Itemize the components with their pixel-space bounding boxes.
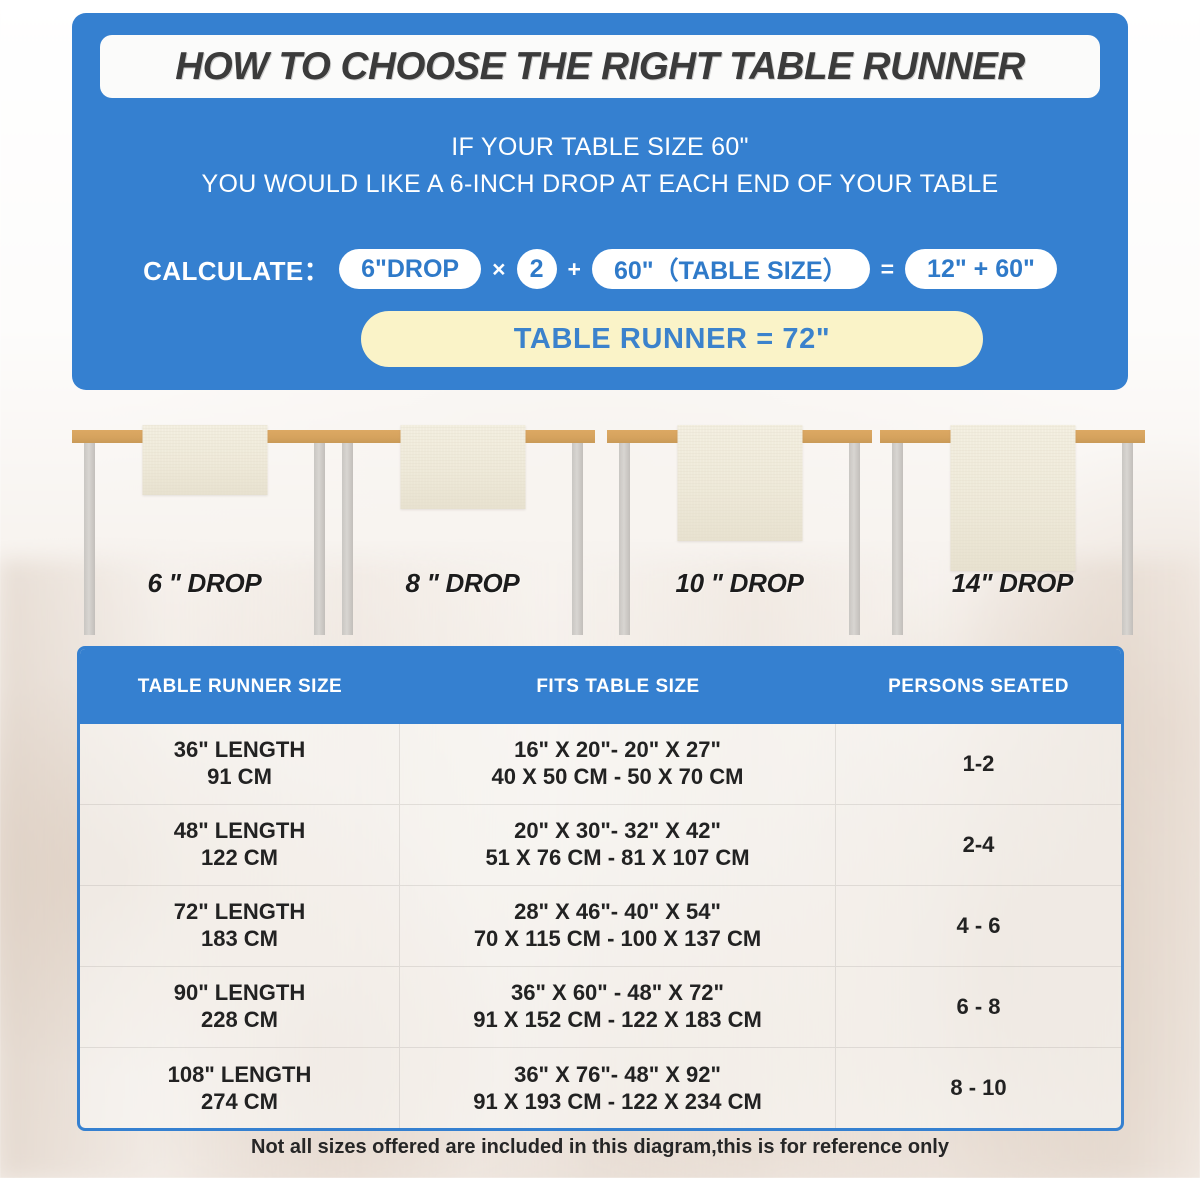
drop-illustrations: 6 " DROP 8 " DROP 10 " DROP 14" DROP xyxy=(0,420,1200,635)
drop-value-pill: 6"DROP xyxy=(339,249,482,289)
plus-sign: + xyxy=(567,255,581,282)
runner-size-cm: 183 CM xyxy=(200,926,279,951)
drop-figure: 10 " DROP xyxy=(607,420,872,635)
sum-pill: 12" + 60" xyxy=(905,249,1057,289)
column-header-fits-table-size: FITS TABLE SIZE xyxy=(536,675,700,697)
drop-label: 14" DROP xyxy=(951,568,1074,598)
table-leg-right xyxy=(314,443,325,635)
cell-runner-size: 108" LENGTH 274 CM xyxy=(80,1048,400,1128)
table-row: 36" LENGTH 91 CM 16" X 20"- 20" X 27" 40 X … xyxy=(80,724,1121,805)
title-card: HOW TO CHOOSE THE RIGHT TABLE RUNNER xyxy=(100,35,1100,98)
page-title: HOW TO CHOOSE THE RIGHT TABLE RUNNER xyxy=(175,44,1025,88)
scenario-line-1: IF YOUR TABLE SIZE 60" xyxy=(451,133,749,161)
multiply-sign: × xyxy=(492,255,506,282)
table-size-pill: 60"（TABLE SIZE） xyxy=(591,249,870,289)
cell-fits-table-size: 36" X 60" - 48" X 72" 91 X 152 CM - 122 X… xyxy=(400,967,836,1047)
cell-runner-size: 72" LENGTH 183 CM xyxy=(80,886,400,966)
drop-label: 6 " DROP xyxy=(147,568,262,598)
cell-persons-seated: 1-2 xyxy=(962,750,995,776)
table-runner-cloth xyxy=(400,425,525,509)
table-leg-right xyxy=(1122,443,1133,635)
fits-size-inches: 20" X 30"- 32" X 42" xyxy=(514,818,721,844)
runner-size-inches: 90" LENGTH xyxy=(173,980,306,1006)
scenario-line-2: YOU WOULD LIKE A 6-INCH DROP AT EACH END… xyxy=(201,170,999,198)
fits-size-inches: 36" X 76"- 48" X 92" xyxy=(514,1061,721,1087)
calculate-label: CALCULATE： xyxy=(143,255,331,286)
fits-size-inches: 28" X 46"- 40" X 54" xyxy=(514,899,721,925)
calculation-row: CALCULATE： 6"DROP × 2 + 60"（TABLE SIZE） … xyxy=(72,249,1128,289)
drop-label: 10 " DROP xyxy=(675,568,804,598)
runner-size-inches: 108" LENGTH xyxy=(167,1061,312,1087)
runner-size-inches: 72" LENGTH xyxy=(173,899,306,925)
table-leg-left xyxy=(342,443,353,635)
table-footnote: Not all sizes offered are included in th… xyxy=(251,1136,949,1158)
result-banner: TABLE RUNNER = 72" xyxy=(361,311,983,367)
table-body: 36" LENGTH 91 CM 16" X 20"- 20" X 27" 40 X … xyxy=(80,724,1121,1128)
cell-persons-seated: 8 - 10 xyxy=(950,1075,1007,1101)
table-runner-cloth xyxy=(950,425,1075,571)
table-leg-left xyxy=(892,443,903,635)
cell-persons-seated: 6 - 8 xyxy=(956,993,1001,1019)
header-panel: HOW TO CHOOSE THE RIGHT TABLE RUNNER IF … xyxy=(72,13,1128,390)
runner-size-cm: 91 CM xyxy=(207,764,272,789)
table-leg-left xyxy=(619,443,630,635)
drop-label: 8 " DROP xyxy=(405,568,520,598)
table-leg-right xyxy=(849,443,860,635)
cell-runner-size: 36" LENGTH 91 CM xyxy=(80,724,400,804)
table-leg-right xyxy=(572,443,583,635)
size-chart-table: TABLE RUNNER SIZE FITS TABLE SIZE PERSON… xyxy=(77,646,1124,1131)
cell-fits-table-size: 16" X 20"- 20" X 27" 40 X 50 CM - 50 X 70… xyxy=(400,724,836,804)
column-header-persons-seated: PERSONS SEATED xyxy=(888,675,1069,697)
table-runner-cloth xyxy=(142,425,267,495)
result-text: TABLE RUNNER = 72" xyxy=(513,322,831,355)
drop-figure: 8 " DROP xyxy=(330,420,595,635)
column-header-runner-size: TABLE RUNNER SIZE xyxy=(137,675,343,697)
fits-size-cm: 91 X 152 CM - 122 X 183 CM xyxy=(473,1007,762,1032)
table-row: 72" LENGTH 183 CM 28" X 46"- 40" X 54" 70 X… xyxy=(80,886,1121,967)
cell-persons-seated: 4 - 6 xyxy=(956,912,1001,938)
multiplier-pill: 2 xyxy=(516,249,557,289)
cell-fits-table-size: 36" X 76"- 48" X 92" 91 X 193 CM - 122 X … xyxy=(400,1048,836,1128)
runner-size-cm: 274 CM xyxy=(200,1088,279,1114)
cell-runner-size: 48" LENGTH 122 CM xyxy=(80,805,400,885)
fits-size-cm: 70 X 115 CM - 100 X 137 CM xyxy=(473,926,762,951)
fits-size-inches: 16" X 20"- 20" X 27" xyxy=(514,737,721,763)
table-row: 48" LENGTH 122 CM 20" X 30"- 32" X 42" 51 X… xyxy=(80,805,1121,886)
equals-sign: = xyxy=(880,255,895,282)
fits-size-cm: 40 X 50 CM - 50 X 70 CM xyxy=(491,764,744,789)
table-runner-cloth xyxy=(677,425,802,541)
runner-size-cm: 122 CM xyxy=(200,845,279,870)
fits-size-inches: 36" X 60" - 48" X 72" xyxy=(511,980,724,1006)
runner-size-cm: 228 CM xyxy=(200,1007,279,1032)
cell-fits-table-size: 28" X 46"- 40" X 54" 70 X 115 CM - 100 X … xyxy=(400,886,836,966)
table-row: 108" LENGTH 274 CM 36" X 76"- 48" X 92" 91 … xyxy=(80,1048,1121,1128)
cell-runner-size: 90" LENGTH 228 CM xyxy=(80,967,400,1047)
drop-figure: 6 " DROP xyxy=(72,420,337,635)
fits-size-cm: 51 X 76 CM - 81 X 107 CM xyxy=(485,845,750,870)
cell-persons-seated: 2-4 xyxy=(962,831,995,857)
table-header-row: TABLE RUNNER SIZE FITS TABLE SIZE PERSON… xyxy=(80,649,1121,724)
drop-figure: 14" DROP xyxy=(880,420,1145,635)
cell-fits-table-size: 20" X 30"- 32" X 42" 51 X 76 CM - 81 X 10… xyxy=(400,805,836,885)
runner-size-inches: 48" LENGTH xyxy=(173,818,306,844)
table-leg-left xyxy=(84,443,95,635)
fits-size-cm: 91 X 193 CM - 122 X 234 CM xyxy=(473,1088,762,1114)
table-row: 90" LENGTH 228 CM 36" X 60" - 48" X 72" 91 … xyxy=(80,967,1121,1048)
runner-size-inches: 36" LENGTH xyxy=(173,737,306,763)
